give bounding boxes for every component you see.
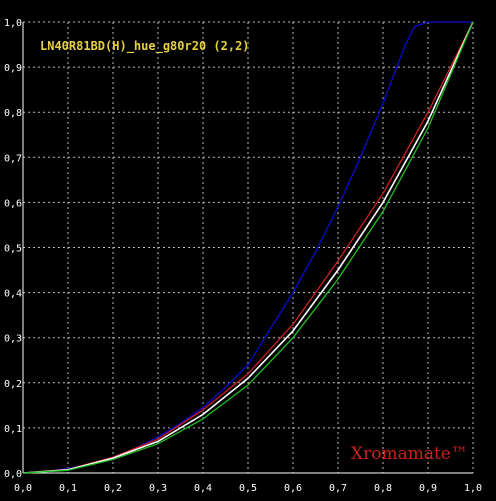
label-layer: LN40R81BD(H)_hue_g80r20 (2,2) Xromamate™ [40,39,468,464]
y-tick-label: 0,2 [4,379,22,390]
y-tick-label: 0,5 [4,244,22,255]
y-tick-label: 0,1 [4,424,22,435]
series-line-4 [22,21,474,474]
x-tick-label: 0,9 [419,483,437,494]
y-tick-label: 0,8 [4,108,22,119]
axis-layer: 0,0 0,1 0,2 0,3 0,4 0,5 0,6 0,7 0,8 0,9 1,0 0,0 0,1 0… [4,18,482,494]
x-tick-label: 0,1 [59,483,77,494]
x-tick-label: 0,2 [104,483,122,494]
x-tick-label: 0,3 [149,483,167,494]
x-tick-label: 0,6 [284,483,302,494]
y-tick-label: 0,7 [4,153,22,164]
y-tick-label: 0,9 [4,63,22,74]
y-tick-label: 0,6 [4,198,22,209]
x-tick-label: 0,5 [239,483,257,494]
x-tick-label: 0,7 [329,483,347,494]
y-tick-label: 1,0 [4,18,22,29]
series-layer [22,21,474,474]
x-tick-label: 0,0 [14,483,32,494]
x-tick-label: 0,4 [194,483,212,494]
xromamate-watermark: Xromamate™ [351,444,468,464]
x-tick-label: 0,8 [374,483,392,494]
y-tick-label: 0,4 [4,289,22,300]
y-tick-label: 0,0 [4,469,22,480]
grid-layer [23,21,474,473]
chart-title: LN40R81BD(H)_hue_g80r20 (2,2) [40,39,250,54]
series-line-3 [22,21,474,474]
x-tick-label: 1,0 [464,483,482,494]
y-tick-label: 0,3 [4,334,22,345]
